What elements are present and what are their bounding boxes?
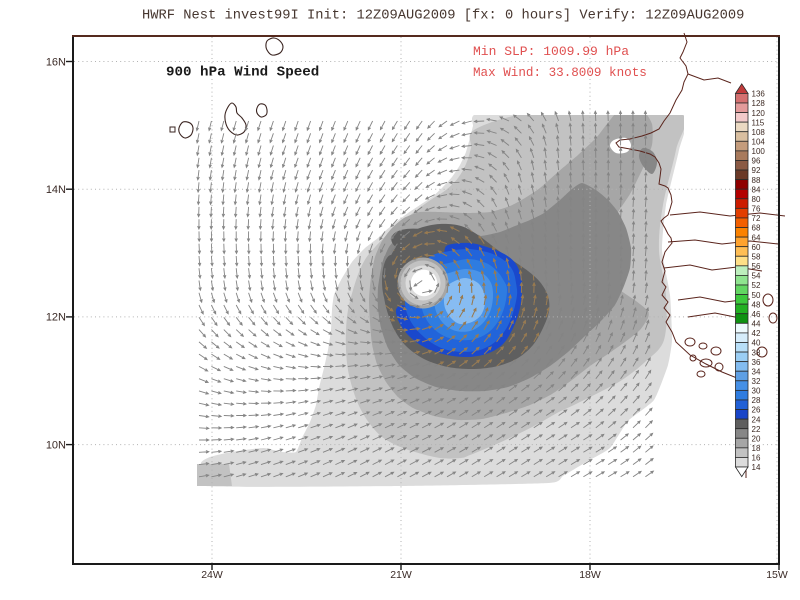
svg-text:Max Wind: 33.8009 knots: Max Wind: 33.8009 knots [473,66,647,80]
svg-text:900 hPa Wind Speed: 900 hPa Wind Speed [166,65,319,81]
svg-text:58: 58 [752,252,761,261]
svg-text:30: 30 [752,387,761,396]
svg-text:10N: 10N [46,439,66,451]
svg-text:34: 34 [752,367,761,376]
svg-text:80: 80 [752,195,761,204]
svg-text:21W: 21W [390,569,412,581]
svg-text:136: 136 [752,90,766,99]
svg-text:15W: 15W [766,569,788,581]
svg-text:44: 44 [752,320,761,329]
svg-text:46: 46 [752,310,761,319]
svg-text:72: 72 [752,214,761,223]
svg-text:108: 108 [752,128,766,137]
svg-text:56: 56 [752,262,761,271]
svg-text:16: 16 [752,454,761,463]
svg-text:92: 92 [752,166,761,175]
svg-text:36: 36 [752,358,761,367]
svg-text:68: 68 [752,224,761,233]
svg-text:16N: 16N [46,56,66,68]
svg-text:64: 64 [752,233,761,242]
svg-text:12N: 12N [46,312,66,324]
svg-text:42: 42 [752,329,761,338]
svg-text:120: 120 [752,109,766,118]
svg-text:96: 96 [752,157,761,166]
svg-text:128: 128 [752,99,766,108]
svg-text:26: 26 [752,406,761,415]
svg-text:115: 115 [752,118,765,127]
svg-text:50: 50 [752,291,761,300]
svg-text:20: 20 [752,434,761,443]
svg-text:14N: 14N [46,184,66,196]
svg-text:48: 48 [752,300,761,309]
svg-text:38: 38 [752,348,761,357]
svg-text:22: 22 [752,425,761,434]
svg-text:18W: 18W [579,569,601,581]
svg-text:100: 100 [752,147,766,156]
svg-text:60: 60 [752,243,761,252]
svg-text:28: 28 [752,396,761,405]
svg-text:Min SLP: 1009.99 hPa: Min SLP: 1009.99 hPa [473,44,629,59]
svg-text:52: 52 [752,281,761,290]
svg-text:54: 54 [752,272,761,281]
svg-text:14: 14 [752,463,761,472]
svg-text:104: 104 [752,138,766,147]
svg-text:40: 40 [752,339,761,348]
svg-text:76: 76 [752,205,761,214]
svg-text:32: 32 [752,377,761,386]
svg-text:24: 24 [752,415,761,424]
svg-text:88: 88 [752,176,761,185]
svg-text:HWRF Nest invest99I Init: 12Z0: HWRF Nest invest99I Init: 12Z09AUG2009 [… [142,8,744,24]
svg-text:24W: 24W [201,569,223,581]
svg-text:84: 84 [752,185,761,194]
svg-text:18: 18 [752,444,761,453]
